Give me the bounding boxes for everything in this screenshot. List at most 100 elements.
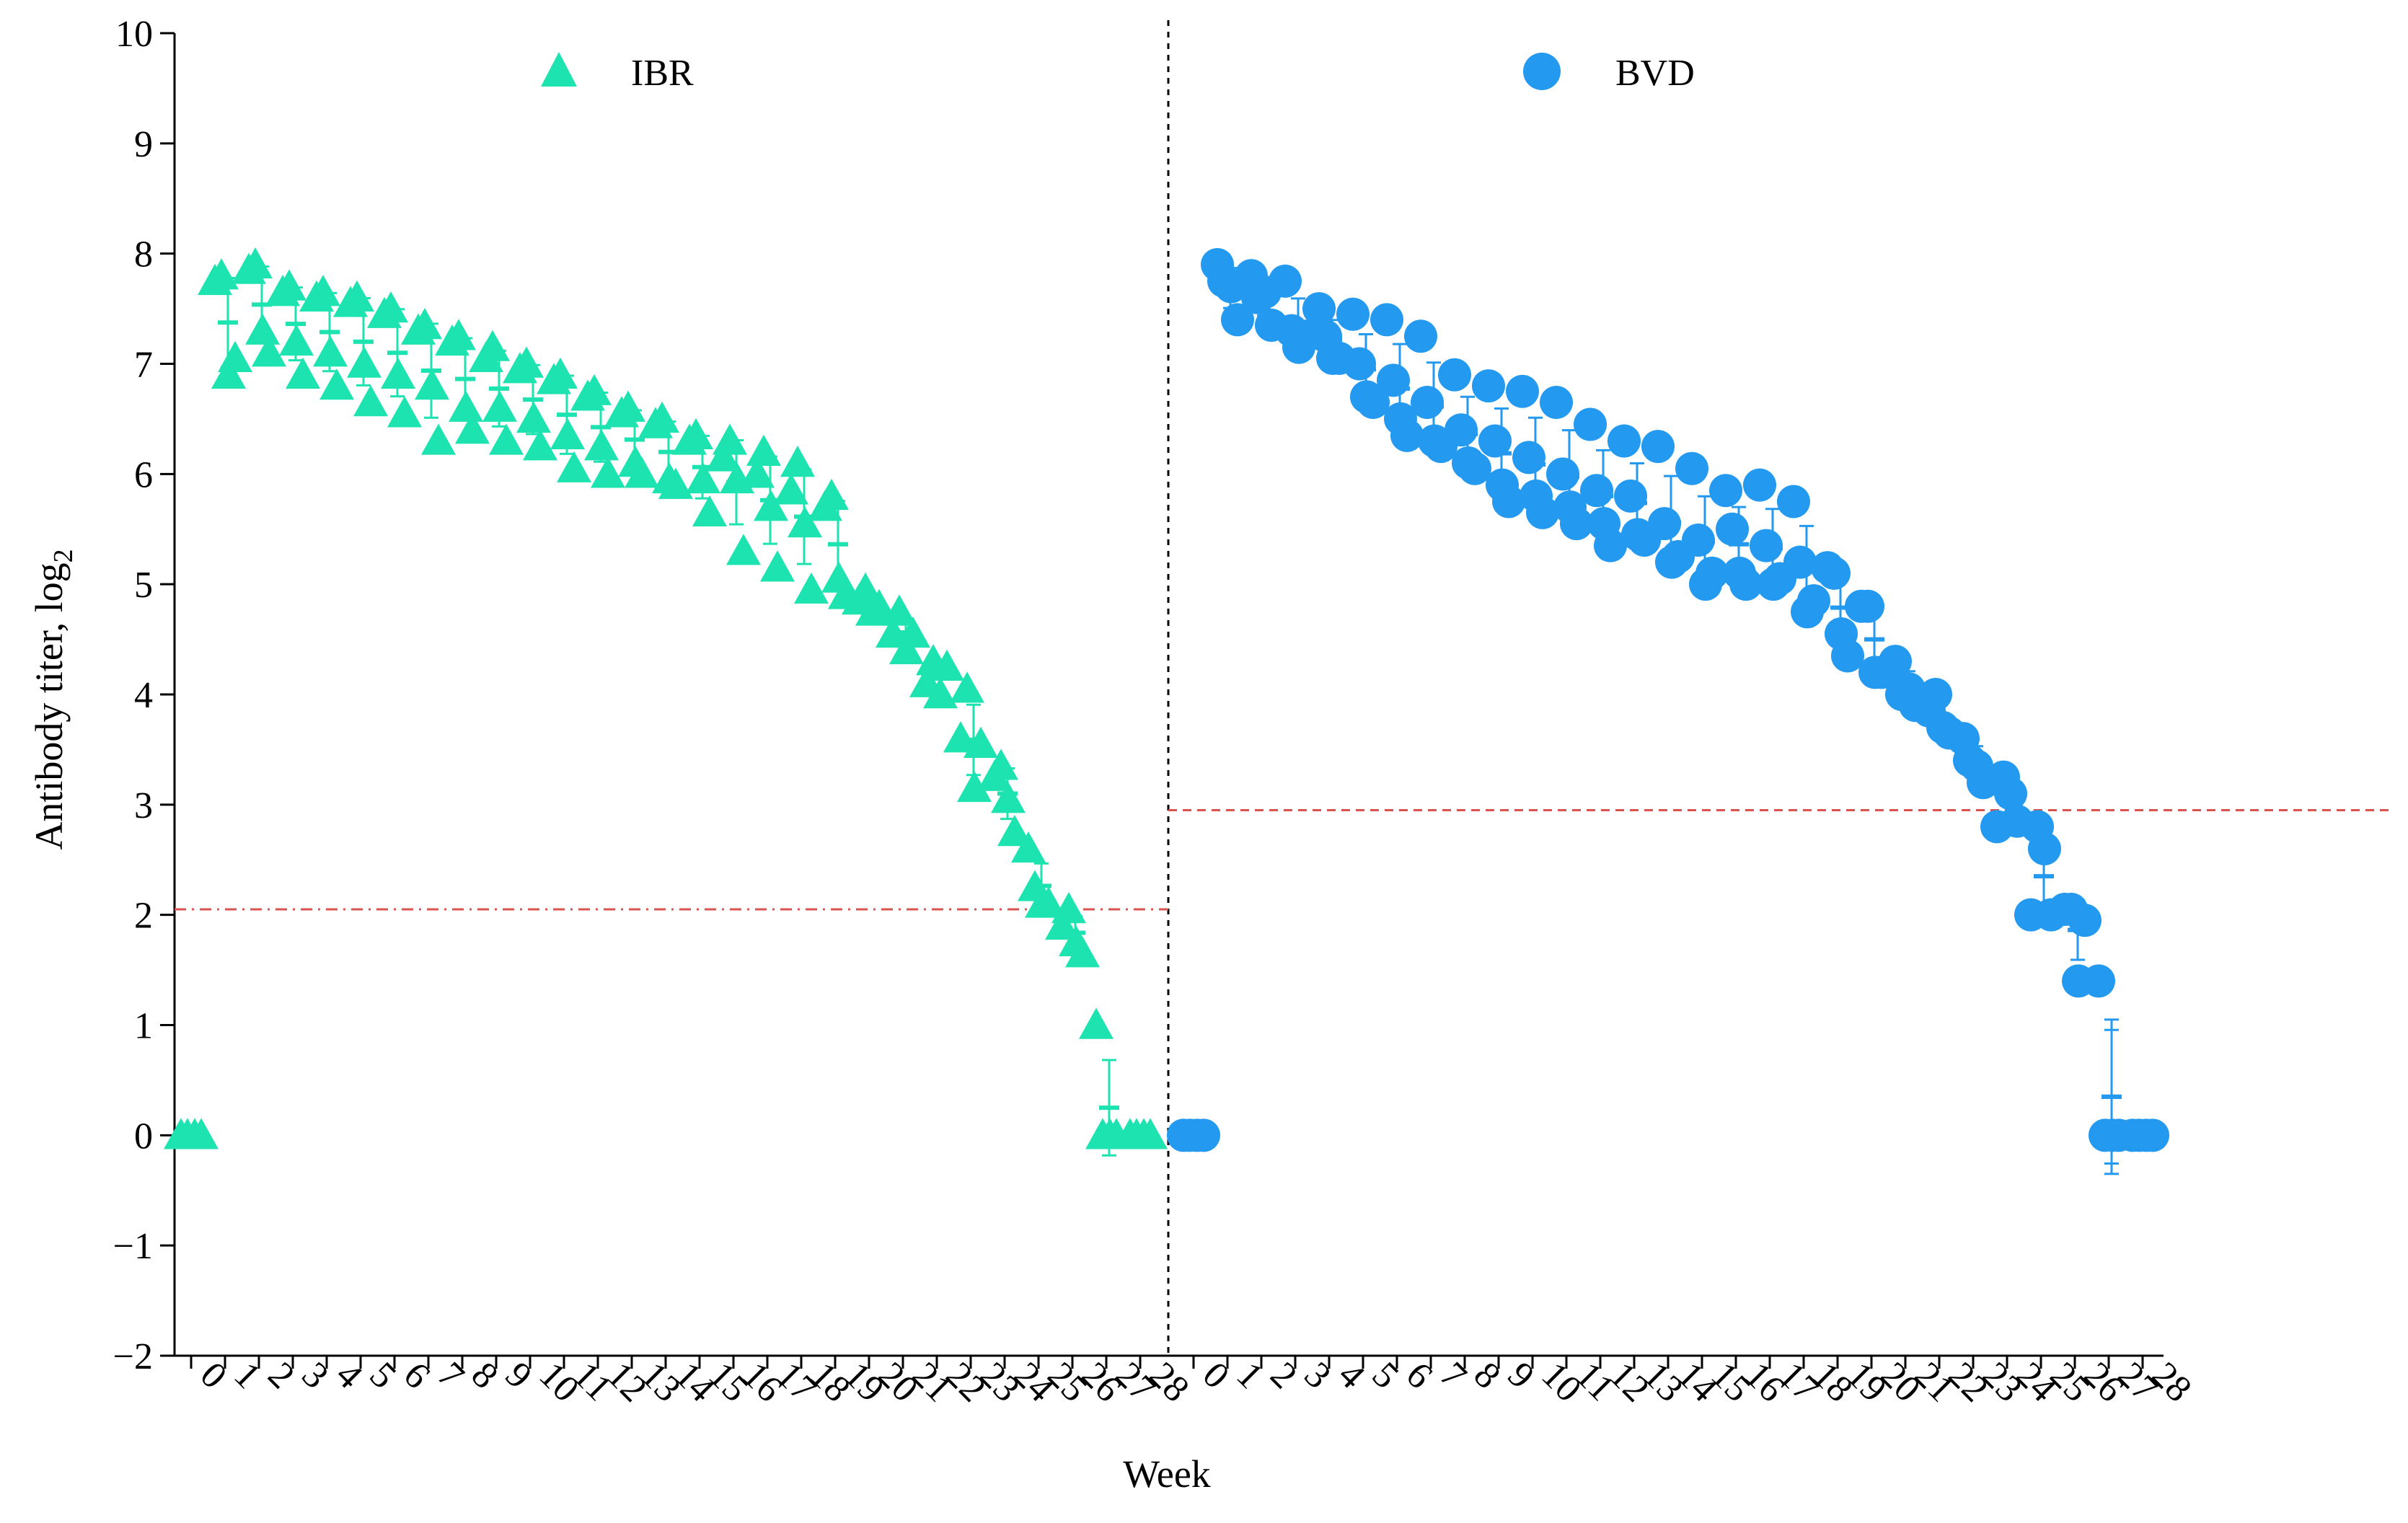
ibr-point xyxy=(381,357,415,389)
bvd-point xyxy=(1289,319,1322,353)
ibr-point xyxy=(489,423,524,455)
y-tick-label: 2 xyxy=(134,896,153,937)
ibr-point xyxy=(557,451,591,482)
ibr-point xyxy=(184,1118,219,1149)
ibr-point xyxy=(726,534,761,565)
x-tick-label: 1 xyxy=(1229,1354,1271,1397)
ibr-point xyxy=(306,275,340,306)
y-tick-label: 3 xyxy=(134,785,153,826)
bvd-point xyxy=(2062,964,2095,998)
bvd-point xyxy=(1438,358,1471,392)
ibr-point xyxy=(577,374,612,405)
ibr-point xyxy=(984,749,1018,780)
ibr-point xyxy=(449,390,483,422)
ibr-point xyxy=(340,280,374,312)
bvd-point xyxy=(1187,1118,1220,1152)
ibr-point xyxy=(347,346,382,378)
x-tick-label: 0 xyxy=(193,1354,235,1397)
bvd-point xyxy=(1478,424,1512,458)
bvd-point xyxy=(1750,529,1783,562)
bvd-point xyxy=(1357,385,1390,419)
x-tick-label: 2 xyxy=(1263,1354,1305,1397)
ibr-point xyxy=(828,578,863,609)
bvd-point xyxy=(1506,374,1539,408)
ibr-point xyxy=(319,368,354,400)
ibr-point xyxy=(679,418,713,450)
y-tick-label: −2 xyxy=(113,1336,153,1377)
bvd-point xyxy=(2068,904,2102,937)
y-tick-label: 10 xyxy=(115,14,153,55)
ibr-point xyxy=(509,346,544,378)
x-tick-label: 6 xyxy=(396,1354,438,1397)
ibr-point xyxy=(774,473,808,505)
ibr-point xyxy=(658,467,693,499)
ibr-point xyxy=(754,490,788,521)
bvd-point xyxy=(1831,639,1864,673)
ibr-point xyxy=(930,649,964,681)
ibr-point xyxy=(760,550,795,582)
bvd-point xyxy=(1255,309,1288,343)
ibr-point xyxy=(713,423,747,455)
bvd-point xyxy=(1580,474,1613,508)
ibr-point xyxy=(407,308,442,340)
bvd-point xyxy=(1817,556,1851,590)
y-tick-label: 6 xyxy=(134,454,153,495)
bvd-point xyxy=(1336,297,1370,331)
y-tick-label: 0 xyxy=(134,1116,153,1157)
bvd-point xyxy=(1424,430,1457,464)
x-tick-label: 4 xyxy=(1331,1354,1373,1397)
x-axis-title: Week xyxy=(1123,1452,1211,1496)
ibr-point xyxy=(1133,1118,1168,1149)
ibr-point xyxy=(313,335,348,367)
y-tick-label: 8 xyxy=(134,234,153,275)
y-tick-label: 9 xyxy=(134,124,153,165)
x-tick-label: 4 xyxy=(328,1354,371,1397)
x-tick-label: 7 xyxy=(430,1354,472,1397)
ibr-point xyxy=(245,313,280,345)
threshold-lines xyxy=(175,808,2394,911)
x-tick-label: 9 xyxy=(1500,1354,1543,1397)
ibr-point xyxy=(957,770,992,803)
bvd-point xyxy=(2034,898,2068,932)
x-tick-label: 3 xyxy=(294,1354,337,1397)
x-tick-label: 7 xyxy=(1432,1354,1475,1397)
bvd-point xyxy=(1675,451,1708,485)
ibr-point xyxy=(746,434,781,466)
ibr-point xyxy=(686,462,720,494)
ibr-point xyxy=(550,418,585,450)
ibr-point xyxy=(1045,908,1080,940)
x-tick-label: 3 xyxy=(1297,1354,1339,1397)
ibr-point xyxy=(645,401,679,433)
y-tick-label: 7 xyxy=(134,345,153,386)
bvd-point xyxy=(1899,689,1932,723)
ibr-point xyxy=(415,368,449,400)
x-tick-label: 0 xyxy=(1195,1354,1238,1397)
bvd-point xyxy=(1743,468,1776,502)
bvd-point xyxy=(1540,385,1573,419)
x-tick-label: 28 xyxy=(1142,1354,1197,1410)
bvd-point xyxy=(1546,457,1579,491)
y-tick-label: −1 xyxy=(113,1226,153,1267)
ibr-point xyxy=(455,412,490,444)
ibr-point xyxy=(923,677,958,709)
ibr-point xyxy=(238,247,273,279)
bvd-point xyxy=(1851,589,1884,623)
bvd-point xyxy=(1777,485,1810,518)
x-axis-ticks: 0123456789101112131415161718192021222324… xyxy=(190,1354,2200,1410)
bvd-point xyxy=(2028,831,2061,865)
ibr-point xyxy=(889,632,924,665)
bvd-point xyxy=(2001,804,2034,838)
ibr-point xyxy=(516,401,551,433)
ibr-point xyxy=(821,561,856,593)
bvd-point xyxy=(1574,407,1607,441)
bvd-point xyxy=(1628,524,1661,557)
bvd-point xyxy=(1411,385,1444,419)
bvd-point xyxy=(1458,451,1491,485)
ibr-point xyxy=(950,671,984,703)
ibr-point xyxy=(780,446,815,477)
bvd-point xyxy=(1248,275,1282,309)
bvd-point xyxy=(1865,655,1898,689)
bvd-point xyxy=(1594,529,1627,562)
